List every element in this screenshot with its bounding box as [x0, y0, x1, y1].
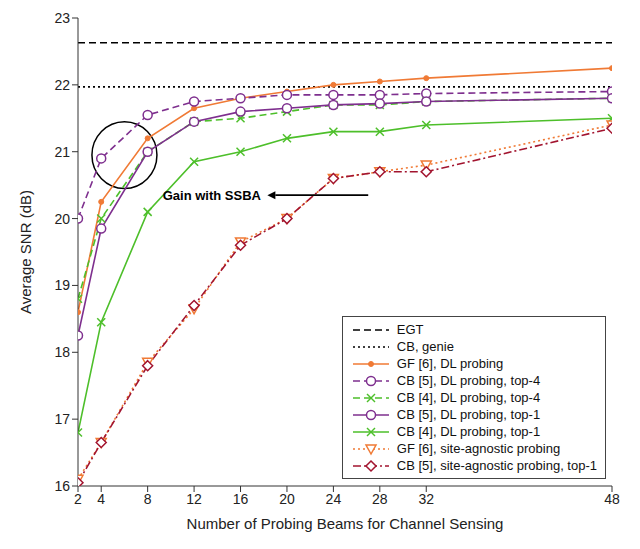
svg-text:22: 22 — [54, 77, 70, 93]
svg-text:Number of Probing Beams for Ch: Number of Probing Beams for Channel Sens… — [187, 515, 504, 532]
html-text:GF [6], DL probing: GF [6], DL probing — [396, 356, 504, 371]
svg-text:20: 20 — [54, 211, 70, 227]
svg-text:Average SNR (dB): Average SNR (dB) — [17, 190, 34, 314]
svg-text:23: 23 — [54, 10, 70, 26]
svg-text:16: 16 — [54, 478, 70, 494]
svg-text:19: 19 — [54, 277, 70, 293]
svg-text:20: 20 — [279, 491, 295, 507]
html-text:CB [4], DL probing, top-4: CB [4], DL probing, top-4 — [396, 390, 541, 405]
svg-text:21: 21 — [54, 144, 70, 160]
svg-text:32: 32 — [418, 491, 434, 507]
svg-text:4: 4 — [97, 491, 105, 507]
html-text:CB [5], site-agnostic probing,: CB [5], site-agnostic probing, top-1 — [396, 458, 597, 473]
svg-text:8: 8 — [144, 491, 152, 507]
svg-text:12: 12 — [186, 491, 202, 507]
html-text:CB [5], DL probing, top-4: CB [5], DL probing, top-4 — [396, 373, 541, 388]
svg-text:16: 16 — [233, 491, 249, 507]
svg-text:17: 17 — [54, 411, 70, 427]
html-text:CB, genie: CB, genie — [396, 339, 454, 354]
svg-text:28: 28 — [372, 491, 388, 507]
html-text:EGT: EGT — [396, 322, 424, 337]
html-text:GF [6], site-agnostic probing: GF [6], site-agnostic probing — [396, 441, 561, 456]
svg-text:2: 2 — [74, 491, 82, 507]
svg-text:24: 24 — [326, 491, 342, 507]
html-text:CB [4], DL probing, top-1: CB [4], DL probing, top-1 — [396, 424, 541, 439]
html-text:CB [5], DL probing, top-1: CB [5], DL probing, top-1 — [396, 407, 541, 422]
svg-text:Gain with SSBA: Gain with SSBA — [163, 188, 262, 203]
svg-text:48: 48 — [604, 491, 620, 507]
svg-text:18: 18 — [54, 344, 70, 360]
